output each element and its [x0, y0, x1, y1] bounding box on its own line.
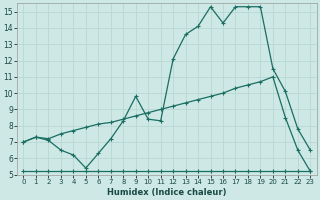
X-axis label: Humidex (Indice chaleur): Humidex (Indice chaleur): [107, 188, 227, 197]
